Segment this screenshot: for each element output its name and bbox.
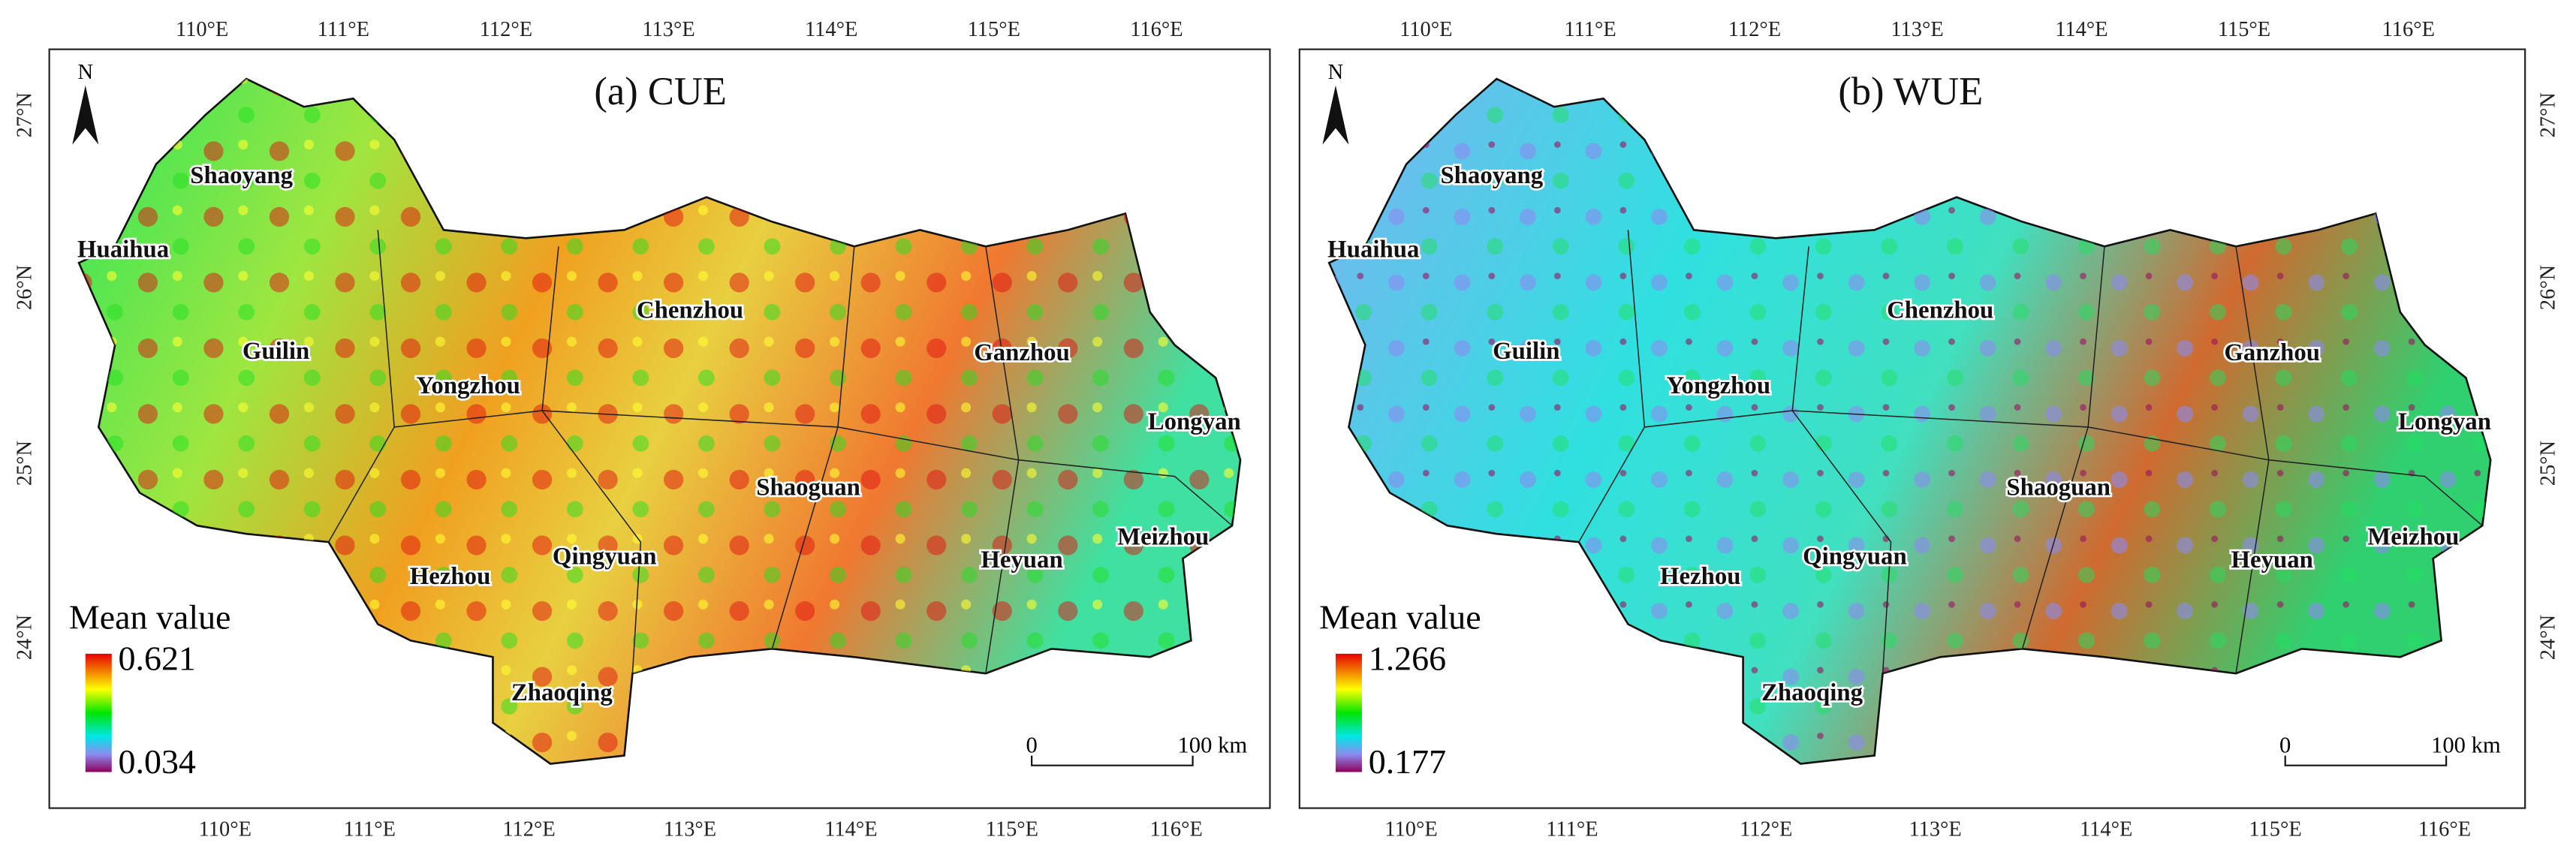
region-texture	[1329, 79, 2491, 764]
lon-tick-label: 116°E	[1150, 818, 1203, 841]
city-label: Huaihua	[77, 236, 169, 263]
city-label: Qingyuan	[553, 543, 657, 570]
lon-tick-label: 115°E	[968, 18, 1020, 41]
scale-end: 100 km	[1177, 733, 1247, 758]
north-label: N	[78, 61, 94, 84]
city-label: Heyuan	[981, 546, 1062, 573]
lon-tick-label: 114°E	[2080, 818, 2132, 841]
city-boundary	[1644, 410, 2483, 526]
city-label: Heyuan	[2231, 546, 2312, 573]
legend-min: 0.177	[1369, 742, 1446, 781]
region-texture	[79, 79, 1241, 764]
city-label: Chenzhou	[1887, 297, 1993, 324]
lon-tick-label: 116°E	[2382, 18, 2435, 41]
city-label: Meizhou	[1117, 523, 1209, 550]
lon-tick-label: 112°E	[1740, 818, 1792, 841]
map-panel: (a) CUE N Shaoyang Huaihua Guilin Yongzhou Che…	[14, 18, 1271, 841]
lon-tick-label: 115°E	[986, 818, 1038, 841]
city-label: Longyan	[1148, 408, 1241, 435]
scale-start: 0	[1026, 733, 1037, 758]
lon-tick-label: 110°E	[176, 18, 228, 41]
city-label: Qingyuan	[1803, 543, 1907, 570]
scale-start: 0	[2279, 733, 2291, 758]
city-label: Longyan	[2398, 408, 2491, 435]
city-boundary	[541, 246, 642, 674]
lon-tick-label: 113°E	[1909, 818, 1961, 841]
north-label: N	[1328, 61, 1344, 84]
lon-tick-label: 112°E	[480, 18, 532, 41]
city-label: Hezhou	[1660, 563, 1741, 590]
lon-tick-label: 111°E	[318, 18, 369, 41]
lon-tick-label: 110°E	[199, 818, 252, 841]
lon-tick-label: 112°E	[502, 818, 555, 841]
lon-tick-label: 113°E	[642, 18, 694, 41]
lat-tick-label: 26°N	[14, 265, 37, 310]
city-label: Hezhou	[410, 563, 491, 590]
legend-colorbar	[1335, 653, 1362, 772]
lon-tick-label: 115°E	[2218, 18, 2270, 41]
lon-tick-label: 112°E	[1728, 18, 1781, 41]
north-arrow	[72, 85, 99, 145]
map-panel: (b) WUE N Shaoyang Huaihua Guilin Yongzhou Che…	[1298, 18, 2560, 841]
scale-end: 100 km	[2431, 733, 2501, 758]
lat-tick-label: 24°N	[14, 615, 37, 660]
lon-tick-label: 110°E	[1384, 818, 1437, 841]
legend-colorbar	[85, 653, 112, 772]
city-boundary	[394, 410, 1233, 526]
lat-tick-label: 27°N	[2537, 92, 2560, 137]
scale-bar	[2284, 755, 2448, 766]
city-label: Shaoyang	[1440, 162, 1543, 189]
north-arrow	[1322, 85, 1349, 145]
city-label: Chenzhou	[637, 297, 743, 324]
legend-title: Mean value	[69, 598, 231, 637]
lon-tick-label: 114°E	[824, 818, 877, 841]
city-label: Meizhou	[2367, 523, 2459, 550]
city-label: Yongzhou	[1666, 372, 1770, 399]
lat-tick-label: 25°N	[14, 441, 37, 486]
lon-tick-label: 111°E	[1564, 18, 1616, 41]
city-label: Yongzhou	[416, 372, 520, 399]
lat-tick-label: 24°N	[2537, 615, 2560, 660]
panel-title: (b) WUE	[1838, 70, 1983, 113]
lon-tick-label: 115°E	[2249, 818, 2301, 841]
lon-tick-label: 111°E	[344, 818, 396, 841]
city-label: Zhaoqing	[1761, 679, 1863, 706]
scale-bar	[1031, 755, 1194, 766]
legend-max: 0.621	[119, 639, 196, 677]
city-label: Shaoguan	[756, 474, 860, 501]
city-boundary	[1791, 246, 1892, 674]
city-label: Shaoguan	[2006, 474, 2111, 501]
lon-tick-label: 113°E	[1891, 18, 1943, 41]
lat-tick-label: 26°N	[2537, 265, 2560, 310]
lon-tick-label: 114°E	[2055, 18, 2107, 41]
lon-tick-label: 114°E	[805, 18, 857, 41]
lon-tick-label: 111°E	[1546, 818, 1598, 841]
city-label: Ganzhou	[974, 339, 1070, 366]
lon-tick-label: 116°E	[1130, 18, 1183, 41]
city-label: Zhaoqing	[511, 679, 613, 706]
city-label: Guilin	[243, 338, 309, 365]
city-label: Ganzhou	[2224, 339, 2320, 366]
legend-max: 1.266	[1369, 639, 1446, 677]
lat-tick-label: 27°N	[14, 92, 37, 137]
lon-tick-label: 113°E	[664, 818, 716, 841]
city-label: Shaoyang	[190, 162, 293, 189]
lon-tick-label: 110°E	[1399, 18, 1452, 41]
legend-title: Mean value	[1319, 598, 1481, 637]
city-label: Guilin	[1493, 338, 1559, 365]
panel-title: (a) CUE	[594, 70, 726, 113]
lon-tick-label: 116°E	[2418, 818, 2471, 841]
legend-min: 0.034	[119, 742, 196, 781]
city-label: Huaihua	[1327, 236, 1419, 263]
lat-tick-label: 25°N	[2537, 441, 2560, 486]
